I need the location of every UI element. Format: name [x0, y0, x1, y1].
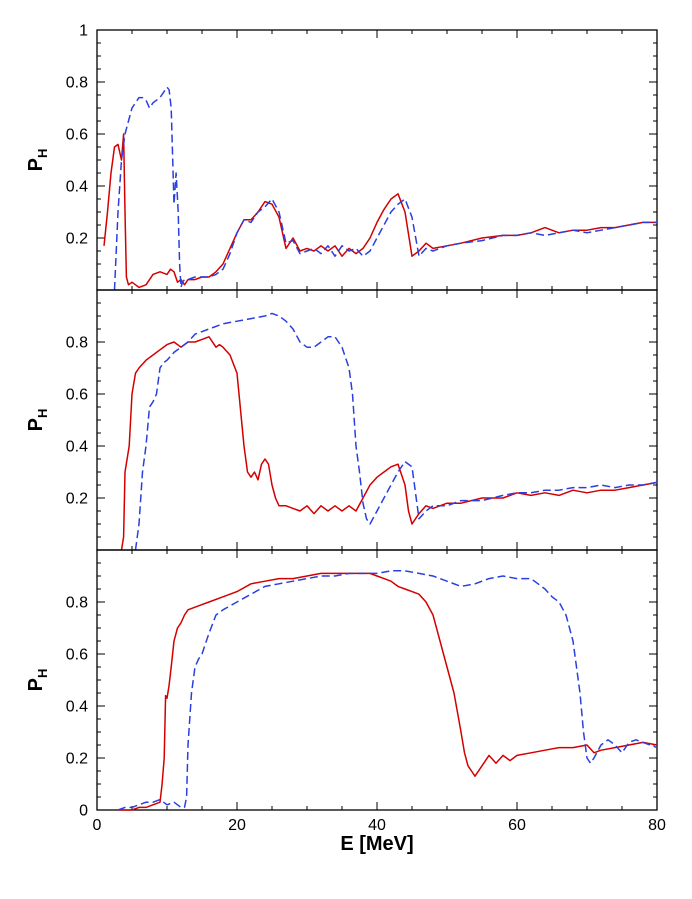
y-tick-label: 1 [79, 23, 88, 40]
y-tick-label: 0.2 [66, 231, 88, 248]
chart-panel-middle: 0.2 0.4 0.6 0.8 PH [25, 289, 658, 551]
y-tick-label: 0.4 [66, 699, 88, 716]
y-axis-title-top: PH [25, 149, 50, 172]
y-tick-label: 0.8 [66, 595, 88, 612]
ticks-middle: 0.2 0.4 0.6 0.8 [66, 289, 658, 551]
dashed-series-line-top [113, 86, 657, 291]
y-tick-label: 0.4 [66, 439, 88, 456]
ticks-bottom: 0 0.2 0.4 0.6 0.8 0 20 40 60 80 [66, 549, 666, 834]
plot-frame-top [96, 29, 658, 291]
dashed-series-line-middle [134, 312, 658, 551]
y-tick-label: 0 [79, 803, 88, 820]
x-tick-label: 0 [93, 817, 102, 834]
y-tick-label: 0.6 [66, 647, 88, 664]
solid-series-line-middle [120, 336, 658, 551]
x-tick-label: 20 [228, 817, 246, 834]
y-tick-label: 0.4 [66, 179, 88, 196]
plot-frame-bottom [96, 549, 658, 811]
series-group-bottom [117, 570, 658, 811]
y-tick-label: 0.2 [66, 491, 88, 508]
x-tick-label: 40 [368, 817, 386, 834]
ticks-top: 0.2 0.4 0.6 0.8 1 [66, 23, 658, 291]
y-axis-title-bottom: PH [25, 669, 50, 692]
y-tick-label: 0.2 [66, 751, 88, 768]
solid-series-line-bottom [118, 572, 658, 811]
y-tick-label: 0.8 [66, 335, 88, 352]
series-group-top [103, 86, 657, 291]
y-tick-label: 0.6 [66, 127, 88, 144]
series-group-middle [120, 312, 658, 551]
solid-series-line-top [103, 133, 657, 289]
y-axis-title-middle: PH [25, 409, 50, 432]
x-tick-label: 80 [648, 817, 666, 834]
y-tick-label: 0.6 [66, 387, 88, 404]
chart-panel-bottom: 0 0.2 0.4 0.6 0.8 0 20 40 60 80 PH E [MeV] [25, 549, 666, 855]
x-tick-label: 60 [508, 817, 526, 834]
chart-panel-top: 0.2 0.4 0.6 0.8 1 PH [25, 23, 658, 291]
x-axis-title: E [MeV] [340, 833, 413, 855]
dashed-series-line-bottom [117, 570, 658, 811]
y-tick-label: 0.8 [66, 75, 88, 92]
